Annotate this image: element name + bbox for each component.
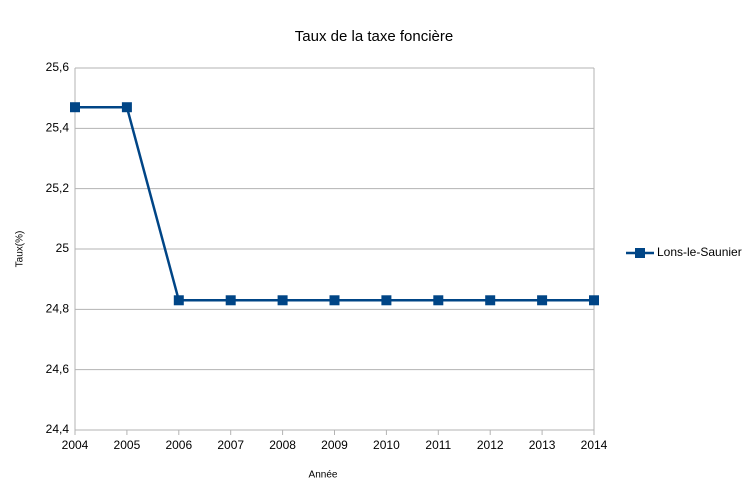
x-tick-label: 2013 xyxy=(529,438,556,452)
point-marker xyxy=(277,295,288,306)
point-marker xyxy=(537,295,548,306)
y-tick-label: 24,6 xyxy=(46,362,70,376)
x-tick-label: 2007 xyxy=(217,438,244,452)
chart-title: Taux de la taxe foncière xyxy=(295,28,453,45)
x-tick-label: 2005 xyxy=(114,438,141,452)
x-tick-label: 2012 xyxy=(477,438,504,452)
point-marker xyxy=(173,295,184,306)
x-tick-label: 2009 xyxy=(321,438,348,452)
point-marker xyxy=(485,295,496,306)
point-marker xyxy=(329,295,340,306)
x-tick-label: 2008 xyxy=(269,438,296,452)
x-axis-label: Année xyxy=(309,470,338,481)
y-tick-label: 25,2 xyxy=(46,181,70,195)
point-marker xyxy=(381,295,392,306)
series-line xyxy=(75,105,594,302)
y-tick-label: 25,4 xyxy=(46,121,70,135)
x-tick-label: 2004 xyxy=(62,438,89,452)
y-tick-label: 25,6 xyxy=(46,60,70,74)
y-axis-label: Taux(%) xyxy=(15,231,26,268)
x-tick-label: 2011 xyxy=(425,438,451,452)
point-marker xyxy=(225,295,236,306)
x-tick-label: 2006 xyxy=(165,438,192,452)
point-marker xyxy=(589,295,599,306)
legend-marker xyxy=(635,248,645,258)
legend-label: Lons-le-Saunier xyxy=(657,245,742,259)
point-marker xyxy=(70,102,80,113)
point-marker xyxy=(121,102,132,113)
y-tick-label: 24,8 xyxy=(46,302,70,316)
x-tick-label: 2010 xyxy=(373,438,400,452)
x-tick-label: 2014 xyxy=(581,438,608,452)
point-marker xyxy=(433,295,444,306)
y-tick-label: 24,4 xyxy=(46,422,70,436)
y-tick-label: 25 xyxy=(56,241,70,255)
